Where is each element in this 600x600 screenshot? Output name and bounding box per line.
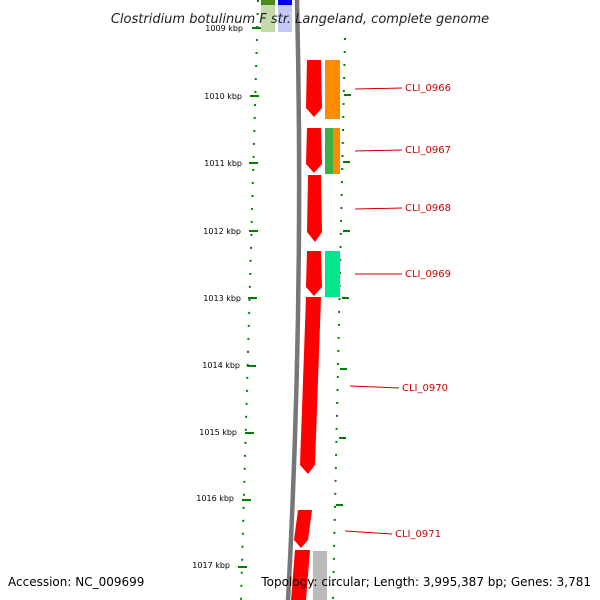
cog-bar-teal <box>325 251 340 297</box>
cds-arrow <box>300 297 321 474</box>
cds-arrow <box>306 128 322 173</box>
gene-label-cli-0969[interactable]: CLI_0969 <box>405 269 451 280</box>
tick-label: 1017 kbp <box>192 561 230 570</box>
cds-arrow <box>291 550 310 600</box>
tick-label: 1016 kbp <box>196 494 234 503</box>
tick-label: 1013 kbp <box>203 294 241 303</box>
accession-text: Accession: NC_009699 <box>8 575 144 589</box>
tick-label: 1014 kbp <box>202 361 240 370</box>
top-feature-blue-cap <box>278 0 292 5</box>
cds-arrow <box>306 251 322 296</box>
top-feature-green-cap <box>261 0 275 5</box>
tick-label: 1010 kbp <box>204 92 242 101</box>
cog-bar-orange <box>333 128 340 174</box>
tick-label: 1012 kbp <box>203 227 241 236</box>
label-connectors <box>344 87 403 535</box>
cds-arrow <box>307 175 322 242</box>
backbone-arc <box>285 0 302 600</box>
top-feature-green <box>261 0 275 32</box>
gene-label-cli-0967[interactable]: CLI_0967 <box>405 145 451 156</box>
cds-arrow <box>306 60 322 117</box>
cog-bar-orange <box>325 60 340 119</box>
cds-features <box>291 60 322 600</box>
summary-text: Topology: circular; Length: 3,995,387 bp… <box>260 575 591 589</box>
cog-bar-green <box>325 128 333 174</box>
top-feature-blue <box>278 0 292 32</box>
cog-features <box>313 60 340 600</box>
inner-dotted-ruler <box>240 0 259 600</box>
gene-label-cli-0966[interactable]: CLI_0966 <box>405 83 451 94</box>
gene-label-cli-0971[interactable]: CLI_0971 <box>395 529 441 540</box>
gene-label-cli-0968[interactable]: CLI_0968 <box>405 203 451 214</box>
cds-arrow <box>294 510 312 548</box>
cog-bar-grey <box>313 551 327 600</box>
gene-label-cli-0970[interactable]: CLI_0970 <box>402 383 448 394</box>
tick-label: 1015 kbp <box>199 428 237 437</box>
outer-ring-dashes <box>336 94 351 506</box>
tick-label: 1009 kbp <box>205 24 243 33</box>
tick-label: 1011 kbp <box>204 159 242 168</box>
map-title: Clostridium botulinum F str. Langeland, … <box>111 12 489 27</box>
tick-marks: 1009 kbp 1010 kbp 1011 kbp 1012 kbp 1013… <box>192 24 261 570</box>
outer-dotted-ruler <box>332 37 346 600</box>
